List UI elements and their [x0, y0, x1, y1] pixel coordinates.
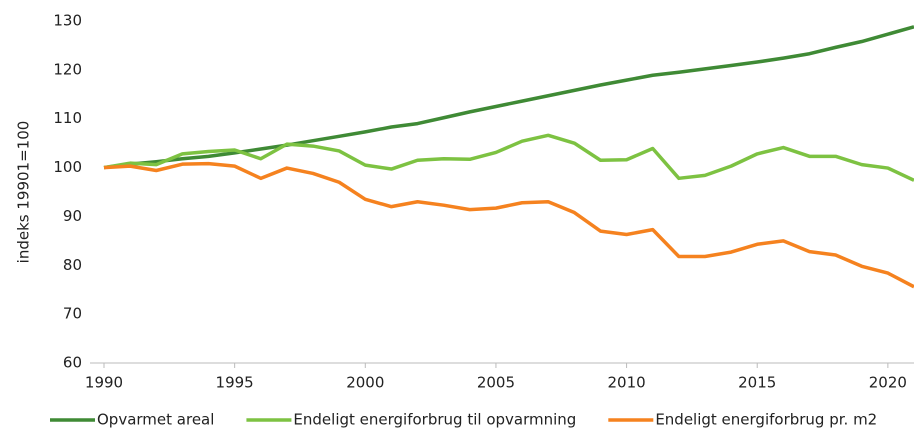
- y-tick-label: 70: [63, 305, 82, 323]
- legend-label: Opvarmet areal: [97, 411, 214, 429]
- y-tick-label: 90: [63, 207, 82, 225]
- x-tick-label: 2005: [477, 374, 515, 392]
- y-tick-label: 130: [53, 12, 82, 30]
- y-tick-label: 120: [53, 60, 82, 78]
- y-tick-label: 110: [53, 109, 82, 127]
- y-tick-label: 80: [63, 256, 82, 274]
- data-line: [103, 161, 914, 289]
- x-tick-label: 2015: [738, 374, 776, 392]
- legend-label: Endeligt energiforbrug til opvarmning: [293, 411, 576, 429]
- data-line: [103, 133, 914, 182]
- x-tick-label: 1990: [85, 374, 123, 392]
- x-tick-label: 2020: [869, 374, 907, 392]
- x-tick-label: 2000: [346, 374, 384, 392]
- y-tick-label: 60: [63, 354, 82, 372]
- y-tick-label: 100: [53, 158, 82, 176]
- y-axis-label: indeks 19901=100: [15, 121, 33, 264]
- x-tick-label: 2010: [607, 374, 645, 392]
- x-tick-label: 1995: [216, 374, 254, 392]
- legend-label: Endeligt energiforbrug pr. m2: [655, 411, 877, 429]
